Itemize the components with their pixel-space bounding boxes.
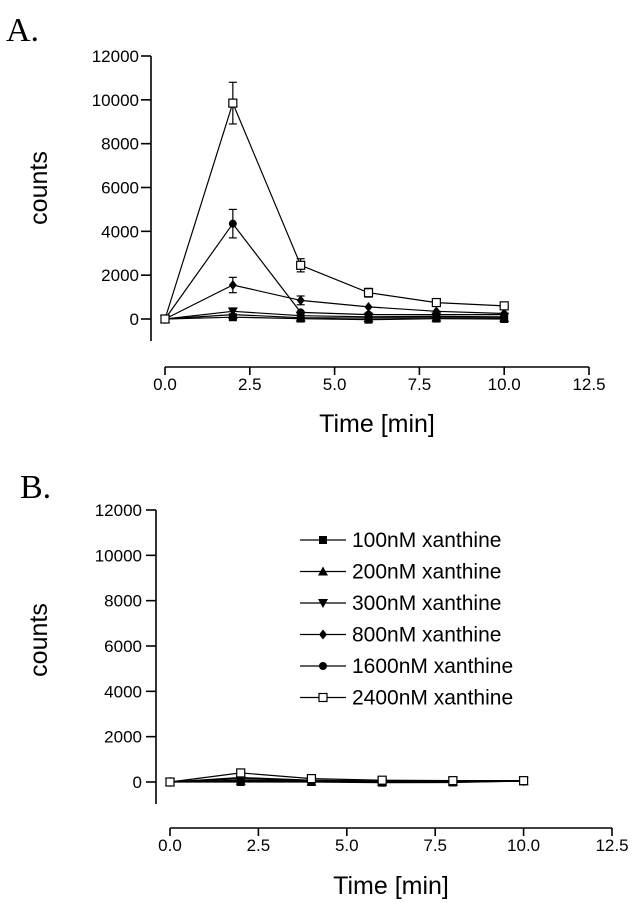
series-line: [164, 316, 505, 321]
legend-marker: [318, 692, 328, 703]
panel-a-plot-area: [160, 81, 510, 324]
data-point: [228, 98, 238, 108]
legend-marker: [318, 566, 328, 576]
series-line: [164, 284, 505, 320]
legend-marker: [318, 599, 328, 608]
data-point: [500, 310, 509, 319]
panel-b-y-axis-title: counts: [25, 603, 53, 677]
data-point: [518, 776, 529, 786]
panel-a-y-axis-title: counts: [25, 151, 53, 225]
data-point: [228, 219, 237, 228]
data-point: [296, 260, 306, 270]
data-point: [364, 301, 373, 312]
series-line: [164, 313, 505, 320]
y-tick-label: 4000: [104, 682, 142, 701]
panel-a-x-ticks: 0.0 2.5 5.0 7.5 10.0 12.5: [153, 367, 606, 394]
y-tick-label: 12000: [92, 47, 139, 66]
legend-label: 800nM xanthine: [352, 624, 501, 647]
x-tick-label: 0.0: [153, 375, 177, 394]
series-line: [169, 772, 524, 783]
data-point: [306, 773, 317, 784]
panel-b-axes: [155, 510, 612, 829]
data-point: [160, 314, 170, 324]
y-tick-label: 0: [130, 310, 139, 329]
legend-item: 800nM xanthine: [300, 624, 501, 647]
legend-marker: [319, 536, 327, 544]
data-point: [432, 310, 441, 319]
series-1600nm-xanthine: [161, 208, 509, 323]
panel-a-label: A.: [6, 12, 39, 49]
panel-b-plot-area: [165, 768, 529, 787]
data-point: [236, 768, 246, 778]
x-tick-label: 10.0: [507, 836, 540, 855]
legend-label: 300nM xanthine: [352, 592, 501, 615]
x-tick-label: 7.5: [408, 375, 432, 394]
data-point: [499, 301, 509, 311]
legend-label: 200nM xanthine: [352, 561, 501, 584]
x-tick-label: 0.0: [158, 836, 182, 855]
series-2400nm-xanthine: [160, 81, 509, 324]
data-point: [296, 308, 305, 317]
legend-item: 100nM xanthine: [300, 529, 501, 552]
y-tick-label: 0: [133, 773, 142, 792]
legend-marker: [319, 662, 327, 670]
x-tick-label: 10.0: [488, 375, 521, 394]
data-point: [431, 297, 441, 308]
panel-b-label: B.: [20, 469, 51, 506]
legend-label: 100nM xanthine: [352, 529, 501, 552]
legend-item: 1600nM xanthine: [300, 655, 513, 678]
legend-label: 2400nM xanthine: [352, 687, 513, 710]
x-tick-label: 5.0: [335, 836, 359, 855]
panel-a-x-axis-title: Time [min]: [319, 410, 435, 438]
panel-b-x-ticks: 0.0 2.5 5.0 7.5 10.0 12.5: [158, 828, 629, 855]
y-tick-label: 6000: [101, 179, 139, 198]
legend-item: 2400nM xanthine: [300, 687, 513, 710]
legend-item: 300nM xanthine: [300, 592, 501, 615]
x-tick-label: 2.5: [238, 375, 262, 394]
x-tick-label: 12.5: [572, 375, 605, 394]
y-tick-label: 6000: [104, 637, 142, 656]
data-point: [363, 288, 374, 298]
y-tick-label: 4000: [101, 222, 139, 241]
panel-a: A. counts Time [min] 0 2000 4000 6000 8000 10…: [6, 12, 606, 438]
y-tick-label: 8000: [101, 135, 139, 154]
panel-a-axes: [150, 56, 589, 368]
panel-b-x-axis-title: Time [min]: [333, 872, 449, 900]
legend-marker: [319, 629, 327, 640]
series-line: [164, 222, 505, 320]
panel-b-y-ticks: 0 2000 4000 6000 8000 10000 12000: [95, 501, 156, 792]
data-point: [377, 775, 387, 785]
legend-item: 200nM xanthine: [300, 561, 501, 584]
series-line: [164, 101, 505, 320]
data-point: [227, 307, 238, 317]
data-point: [228, 280, 237, 291]
panel-a-y-ticks: 0 2000 4000 6000 8000 10000 12000: [92, 47, 151, 329]
panel-b-legend: 100nM xanthine 200nM xanthine 300nM xanthi…: [300, 529, 513, 710]
y-tick-label: 12000: [95, 501, 142, 520]
data-point: [165, 777, 175, 787]
y-tick-label: 10000: [92, 91, 139, 110]
x-tick-label: 5.0: [323, 375, 347, 394]
y-tick-label: 2000: [101, 266, 139, 285]
x-tick-label: 7.5: [423, 836, 447, 855]
data-point: [296, 295, 305, 306]
x-tick-label: 2.5: [247, 836, 271, 855]
series-2400nm-xanthine: [165, 768, 529, 787]
y-tick-label: 8000: [104, 592, 142, 611]
y-tick-label: 2000: [104, 728, 142, 747]
x-tick-label: 12.5: [595, 836, 628, 855]
legend-label: 1600nM xanthine: [352, 655, 513, 678]
panel-b: B. counts Time [min] 0 2000 4000 6000 8000 10…: [20, 469, 629, 900]
data-point: [364, 310, 373, 319]
data-point: [448, 776, 458, 786]
series-line: [164, 310, 505, 320]
y-tick-label: 10000: [95, 546, 142, 565]
